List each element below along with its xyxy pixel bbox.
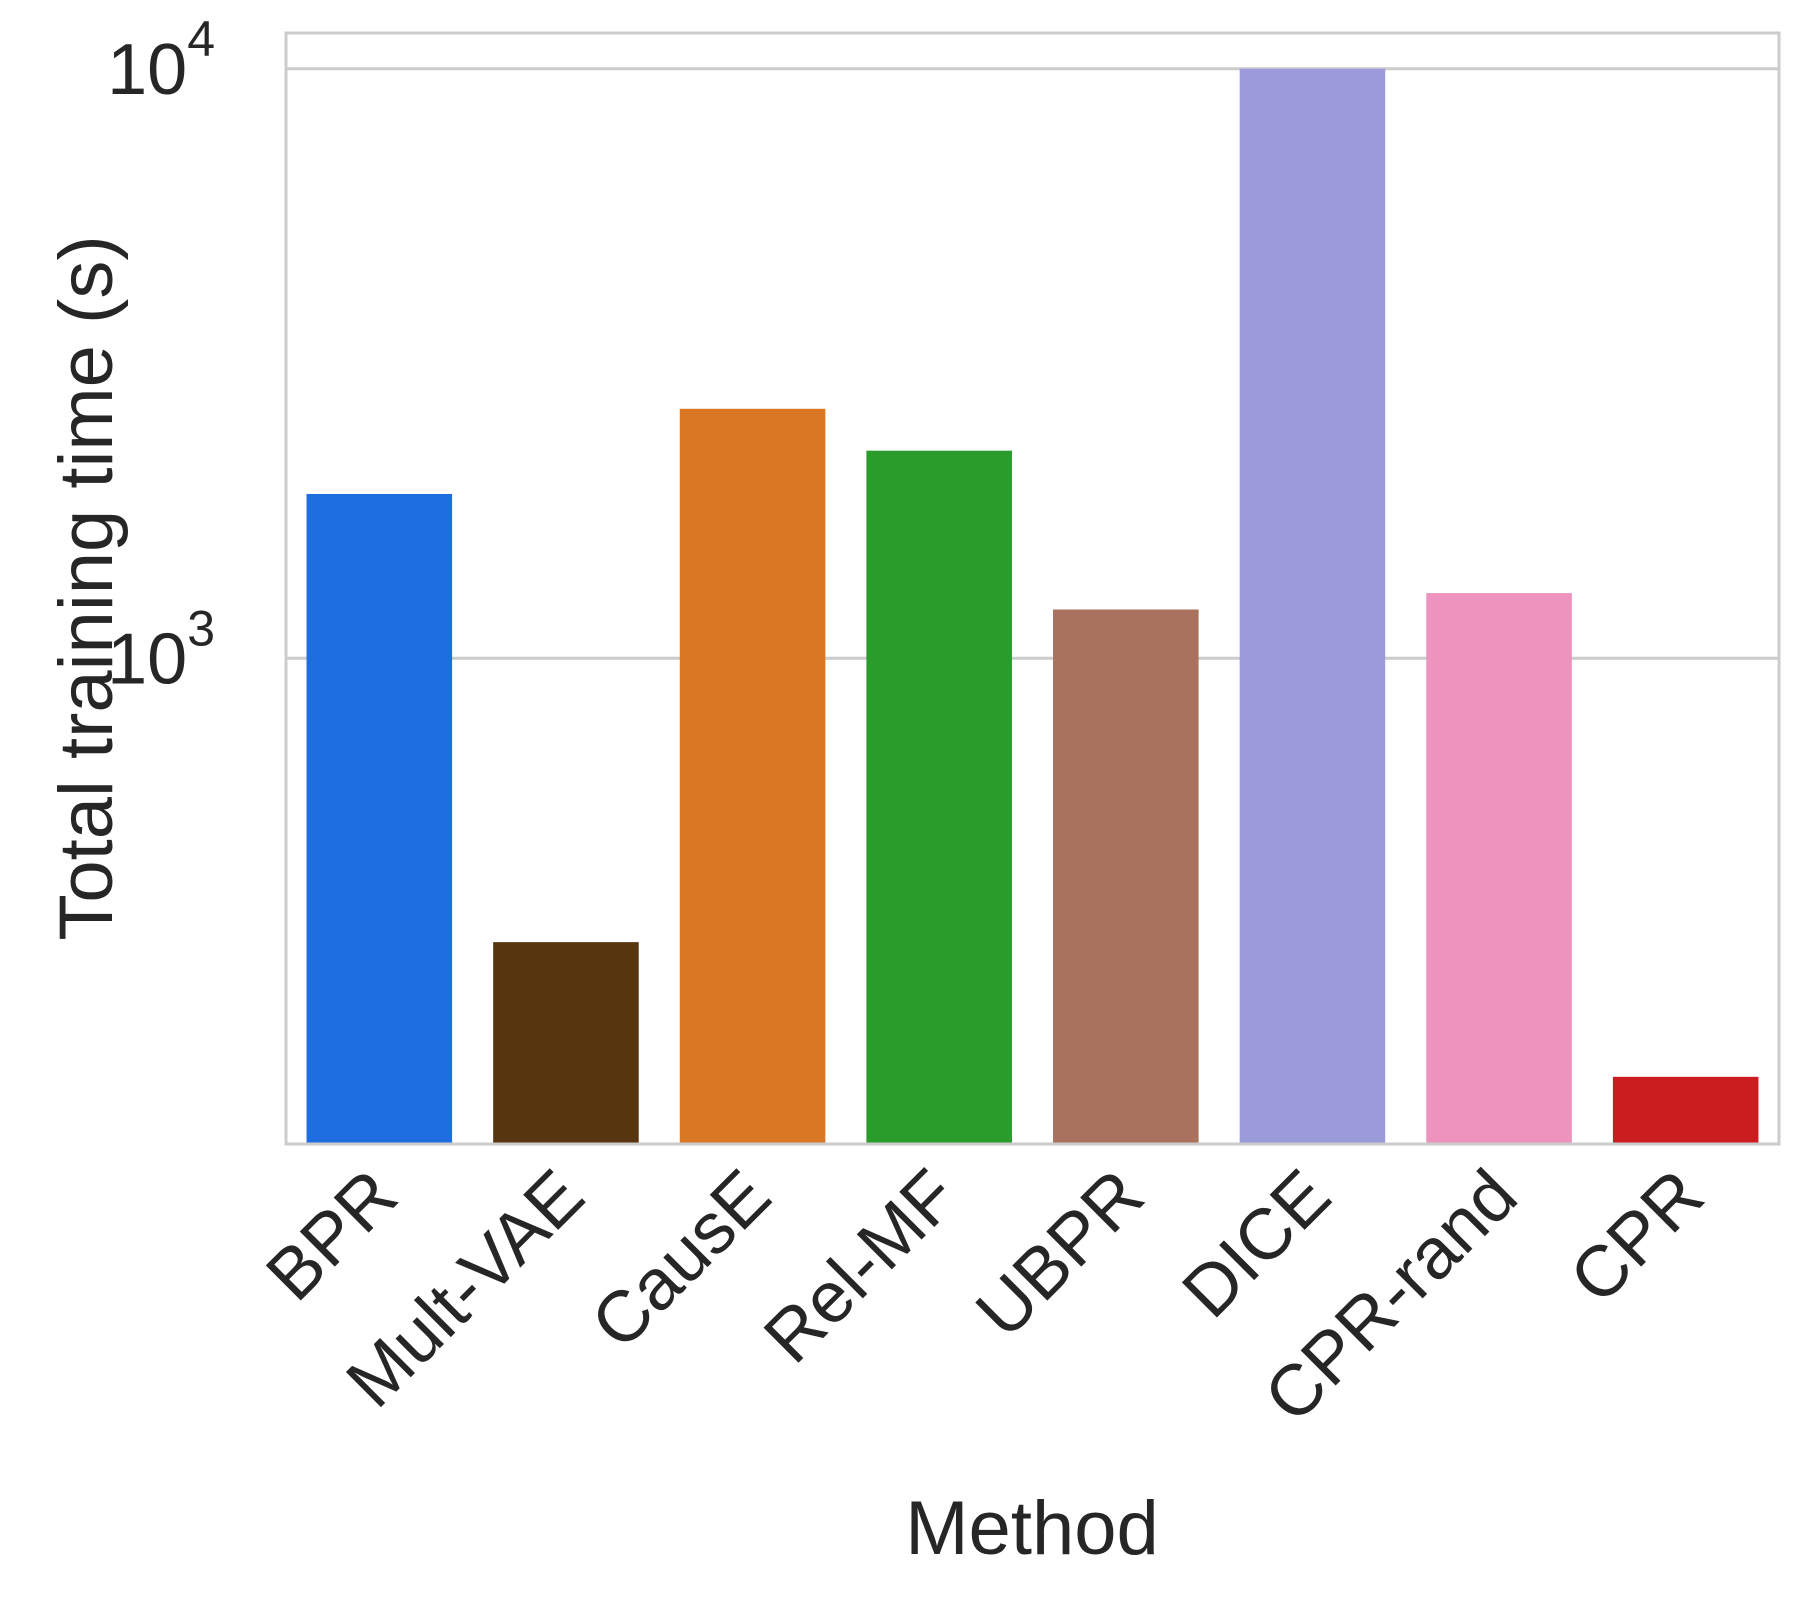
x-tick-label: Rel-MF [749,1155,972,1378]
x-axis-label: Method [905,1486,1159,1571]
bar-rel-mf [866,450,1012,1144]
bar-cpr [1612,1076,1759,1144]
bar-ubpr [1053,609,1199,1144]
y-tick-exponent: 4 [187,11,215,67]
bar-dice [1239,68,1386,1144]
y-tick-base: 10 [107,30,187,110]
y-tick-label: 104 [107,11,215,110]
grid-lines [286,67,1779,660]
bar-cpr-rand [1426,593,1572,1144]
y-tick-label: 103 [107,600,215,699]
bar-cause [679,408,826,1144]
y-tick-exponent: 3 [187,600,215,656]
x-tick-label: CPR [1555,1155,1719,1319]
y-tick-base: 10 [107,619,187,699]
bar-mult-vae [493,942,639,1144]
x-tick-label: BPR [251,1155,412,1316]
y-axis-label: Total training time (s) [44,235,129,940]
x-tick-label: UBPR [961,1155,1159,1353]
bar-bpr [306,493,453,1144]
bars [306,68,1759,1144]
plot-frame [284,31,1781,1146]
x-tick-label: DICE [1168,1155,1346,1333]
x-tick-label: CausE [576,1155,785,1364]
